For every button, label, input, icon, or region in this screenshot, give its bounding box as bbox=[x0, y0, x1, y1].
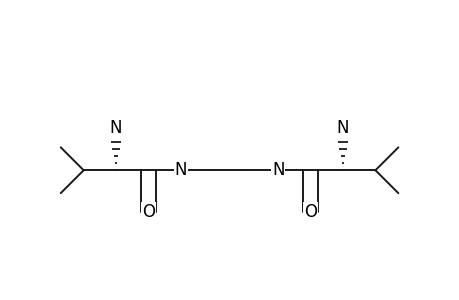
Text: N: N bbox=[174, 161, 187, 179]
Text: N: N bbox=[110, 119, 122, 137]
Text: N: N bbox=[271, 161, 284, 179]
Text: N: N bbox=[336, 119, 348, 137]
Text: O: O bbox=[142, 203, 155, 221]
Text: O: O bbox=[303, 203, 316, 221]
